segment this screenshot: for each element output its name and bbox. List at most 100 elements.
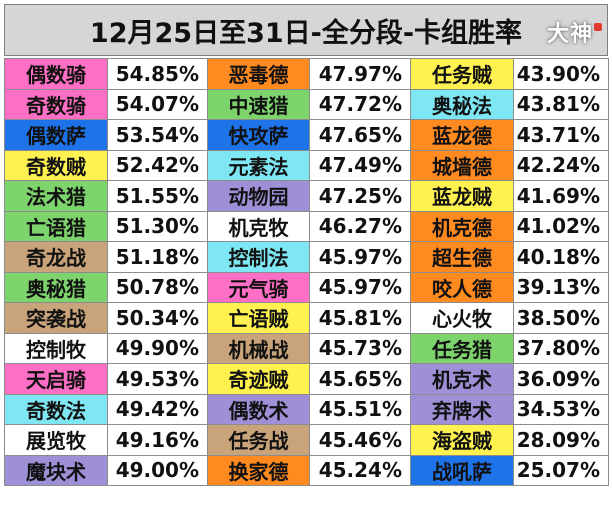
winrate-cell: 42.24% <box>513 149 609 181</box>
deck-name: 奇迹贼 <box>228 368 289 393</box>
winrate-cell: 43.81% <box>513 88 609 120</box>
deck-name: 中速猎 <box>228 93 289 118</box>
deck-name: 机克牧 <box>228 215 289 240</box>
deck-name: 快攻萨 <box>228 124 289 149</box>
table-row: 突袭战 50.34% 亡语贼 45.81% 心火牧 38.50% <box>4 302 609 334</box>
watermark-logo: 大神 <box>547 16 602 48</box>
winrate-cell: 25.07% <box>513 454 609 486</box>
winrate-cell: 36.09% <box>513 363 609 395</box>
deck-name: 机克术 <box>432 368 492 393</box>
winrate-cell: 43.90% <box>513 58 609 90</box>
deck-name-cell: 突袭战 <box>4 302 108 334</box>
deck-name: 奥秘法 <box>432 93 492 118</box>
winrate-cell: 47.72% <box>309 88 411 120</box>
logo-dot-icon <box>594 23 602 31</box>
deck-name: 战吼萨 <box>432 459 492 484</box>
winrate-cell: 47.97% <box>309 58 411 90</box>
winrate-cell: 49.00% <box>107 454 208 486</box>
deck-name-cell: 亡语贼 <box>207 302 310 334</box>
deck-name: 蓝龙德 <box>432 124 492 149</box>
deck-name-cell: 弃牌术 <box>410 393 514 425</box>
deck-name: 任务贼 <box>432 63 492 88</box>
deck-name: 海盗贼 <box>432 429 492 454</box>
winrate-cell: 51.55% <box>107 180 208 212</box>
deck-name-cell: 超生德 <box>410 241 514 273</box>
winrate-cell: 50.34% <box>107 302 208 334</box>
deck-name: 偶数骑 <box>26 63 86 88</box>
deck-name: 控制牧 <box>26 337 86 362</box>
winrate-cell: 40.18% <box>513 241 609 273</box>
deck-name-cell: 任务猎 <box>410 332 514 364</box>
winrate-cell: 49.16% <box>107 424 208 456</box>
table-row: 天启骑 49.53% 奇迹贼 45.65% 机克术 36.09% <box>4 363 609 395</box>
table-row: 亡语猎 51.30% 机克牧 46.27% 机克德 41.02% <box>4 210 609 242</box>
deck-name: 咬人德 <box>432 276 492 301</box>
deck-name: 展览牧 <box>26 429 86 454</box>
deck-name-cell: 蓝龙德 <box>410 119 514 151</box>
winrate-cell: 46.27% <box>309 210 411 242</box>
table-row: 法术猎 51.55% 动物园 47.25% 蓝龙贼 41.69% <box>4 180 609 212</box>
deck-name: 亡语贼 <box>228 307 289 332</box>
deck-name-cell: 奇龙战 <box>4 241 108 273</box>
deck-name-cell: 任务战 <box>207 424 310 456</box>
winrate-cell: 54.85% <box>107 58 208 90</box>
deck-name-cell: 偶数骑 <box>4 58 108 90</box>
deck-name: 机克德 <box>432 215 492 240</box>
deck-name: 弃牌术 <box>432 398 492 423</box>
deck-name: 元素法 <box>228 154 289 179</box>
deck-name: 机械战 <box>228 337 289 362</box>
winrate-cell: 45.46% <box>309 424 411 456</box>
deck-name-cell: 控制法 <box>207 241 310 273</box>
winrate-cell: 41.02% <box>513 210 609 242</box>
deck-name: 任务猎 <box>432 337 492 362</box>
table-row: 控制牧 49.90% 机械战 45.73% 任务猎 37.80% <box>4 332 609 364</box>
deck-name: 奇龙战 <box>26 246 86 271</box>
table-row: 魔块术 49.00% 换家德 45.24% 战吼萨 25.07% <box>4 454 609 486</box>
winrate-cell: 47.65% <box>309 119 411 151</box>
deck-name-cell: 魔块术 <box>4 454 108 486</box>
deck-name-cell: 机械战 <box>207 332 310 364</box>
deck-name: 动物园 <box>228 185 289 210</box>
table-row: 奇数法 49.42% 偶数术 45.51% 弃牌术 34.53% <box>4 393 609 425</box>
deck-name-cell: 偶数术 <box>207 393 310 425</box>
winrate-cell: 45.24% <box>309 454 411 486</box>
winrate-cell: 45.51% <box>309 393 411 425</box>
winrate-cell: 39.13% <box>513 271 609 303</box>
winrate-cell: 37.80% <box>513 332 609 364</box>
table-row: 奥秘猎 50.78% 元气骑 45.97% 咬人德 39.13% <box>4 271 609 303</box>
deck-name-cell: 机克牧 <box>207 210 310 242</box>
deck-name: 天启骑 <box>26 368 86 393</box>
deck-name-cell: 机克术 <box>410 363 514 395</box>
winrate-table-body: 偶数骑 54.85% 恶毒德 47.97% 任务贼 43.90% 奇数骑 54.07% 中速猎 4… <box>4 58 609 486</box>
deck-name: 奇数法 <box>26 398 86 423</box>
page-title: 12月25日至31日-全分段-卡组胜率 <box>4 4 608 56</box>
deck-name-cell: 心火牧 <box>410 302 514 334</box>
deck-name-cell: 换家德 <box>207 454 310 486</box>
deck-name-cell: 海盗贼 <box>410 424 514 456</box>
table-row: 展览牧 49.16% 任务战 45.46% 海盗贼 28.09% <box>4 424 609 456</box>
deck-name-cell: 控制牧 <box>4 332 108 364</box>
winrate-cell: 41.69% <box>513 180 609 212</box>
winrate-cell: 45.97% <box>309 271 411 303</box>
deck-name-cell: 展览牧 <box>4 424 108 456</box>
deck-name: 奥秘猎 <box>26 276 86 301</box>
winrate-cell: 38.50% <box>513 302 609 334</box>
winrate-cell: 34.53% <box>513 393 609 425</box>
deck-name: 奇数骑 <box>26 93 86 118</box>
deck-name-cell: 奇数骑 <box>4 88 108 120</box>
watermark-text: 大神 <box>546 22 593 47</box>
deck-name: 元气骑 <box>228 276 289 301</box>
deck-name-cell: 元气骑 <box>207 271 310 303</box>
deck-name: 控制法 <box>228 246 289 271</box>
winrate-cell: 47.25% <box>309 180 411 212</box>
winrate-cell: 53.54% <box>107 119 208 151</box>
winrate-table: 偶数骑 54.85% 恶毒德 47.97% 任务贼 43.90% 奇数骑 54.07% 中速猎 4… <box>4 58 609 486</box>
deck-name-cell: 快攻萨 <box>207 119 310 151</box>
deck-name-cell: 咬人德 <box>410 271 514 303</box>
deck-name-cell: 亡语猎 <box>4 210 108 242</box>
deck-name: 任务战 <box>228 429 289 454</box>
deck-name: 城墙德 <box>432 154 492 179</box>
deck-name: 超生德 <box>432 246 492 271</box>
winrate-cell: 49.42% <box>107 393 208 425</box>
winrate-cell: 51.18% <box>107 241 208 273</box>
